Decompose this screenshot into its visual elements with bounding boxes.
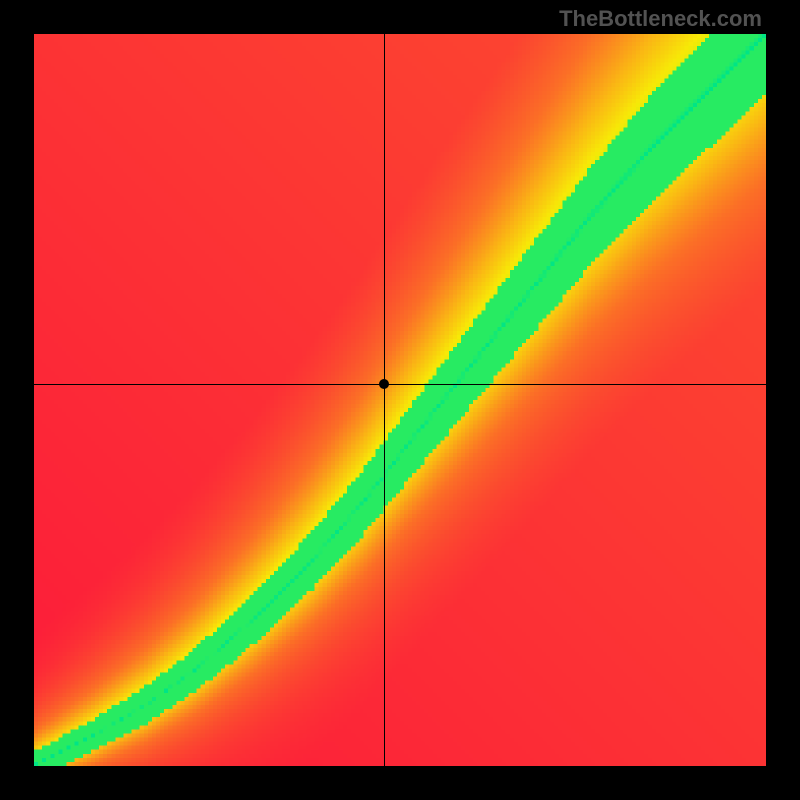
heatmap-canvas [34,34,766,766]
chart-frame: TheBottleneck.com [0,0,800,800]
selection-marker [379,379,389,389]
heatmap-plot [34,34,766,766]
watermark-text: TheBottleneck.com [559,6,762,32]
crosshair-vertical [384,34,385,766]
crosshair-horizontal [34,384,766,385]
